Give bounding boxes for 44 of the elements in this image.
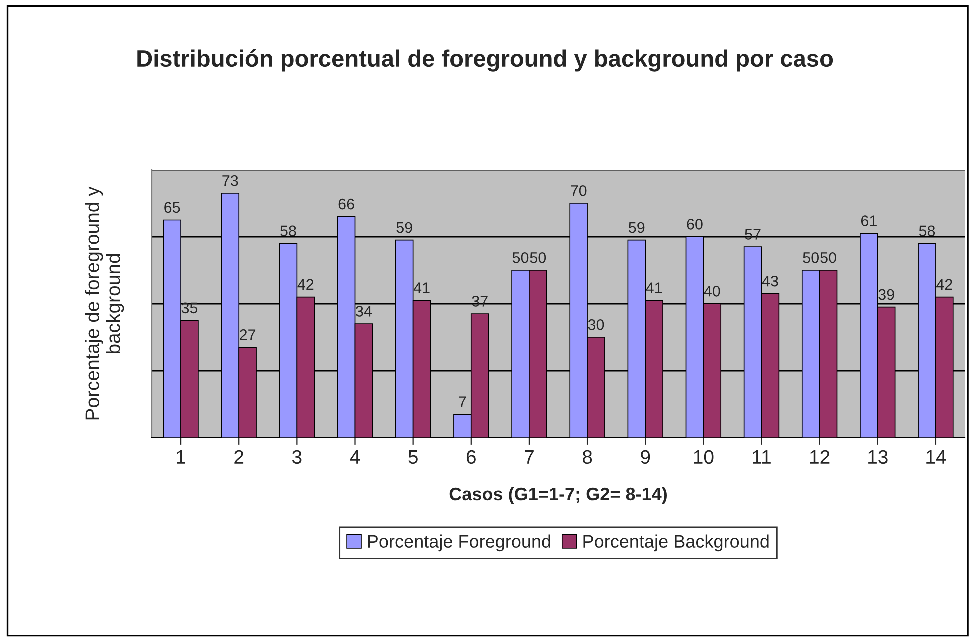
data-label: 27 — [240, 330, 256, 340]
data-label: 50 — [512, 252, 529, 264]
data-label: 65 — [164, 202, 180, 214]
data-label: 50 — [803, 252, 820, 264]
chart-title: Distribución porcentual de foreground y background por caso — [138, 50, 834, 72]
x-tick-label: 11 — [753, 450, 771, 464]
data-label: 43 — [762, 276, 778, 287]
data-label: 42 — [298, 279, 314, 290]
data-label: 41 — [646, 282, 662, 294]
data-label: 70 — [571, 185, 587, 196]
x-tick-label: 7 — [525, 450, 534, 464]
data-label: 60 — [687, 218, 703, 230]
data-label: 73 — [222, 175, 238, 186]
data-label: 30 — [588, 319, 604, 330]
x-tick-label: 13 — [868, 450, 888, 464]
x-tick-label: 12 — [810, 450, 830, 464]
data-label: 66 — [338, 198, 354, 210]
x-tick-label: 2 — [234, 450, 244, 464]
x-axis-title: Casos (G1=1-7; G2= 8-14) — [450, 487, 667, 504]
data-label: 39 — [878, 289, 894, 300]
x-tick-label: 4 — [350, 450, 360, 464]
data-label: 58 — [919, 226, 936, 237]
data-label: 61 — [861, 216, 877, 226]
data-label: 59 — [629, 222, 645, 234]
data-label: 42 — [936, 279, 952, 290]
legend-label: Porcentaje Background — [584, 534, 769, 552]
legend-label: Porcentaje Foreground — [368, 534, 550, 552]
x-tick-label: 1 — [177, 450, 186, 464]
x-tick-label: 3 — [292, 450, 302, 464]
data-label: 59 — [396, 222, 412, 234]
x-tick-label: 5 — [408, 450, 418, 464]
x-tick-label: 6 — [466, 450, 476, 464]
y-axis-title: Porcentaje de foreground y background — [85, 186, 124, 420]
data-label: 58 — [280, 226, 296, 237]
data-label: 50 — [820, 252, 836, 264]
x-tick-label: 8 — [582, 450, 592, 464]
data-label: 7 — [459, 396, 466, 408]
data-label: 35 — [182, 302, 198, 314]
data-label: 50 — [530, 252, 546, 264]
x-tick-label: 14 — [926, 450, 946, 464]
data-label: 40 — [704, 286, 720, 297]
x-tick-label: 10 — [694, 450, 714, 464]
x-tick-label: 9 — [641, 450, 650, 464]
data-label: 34 — [356, 306, 372, 317]
